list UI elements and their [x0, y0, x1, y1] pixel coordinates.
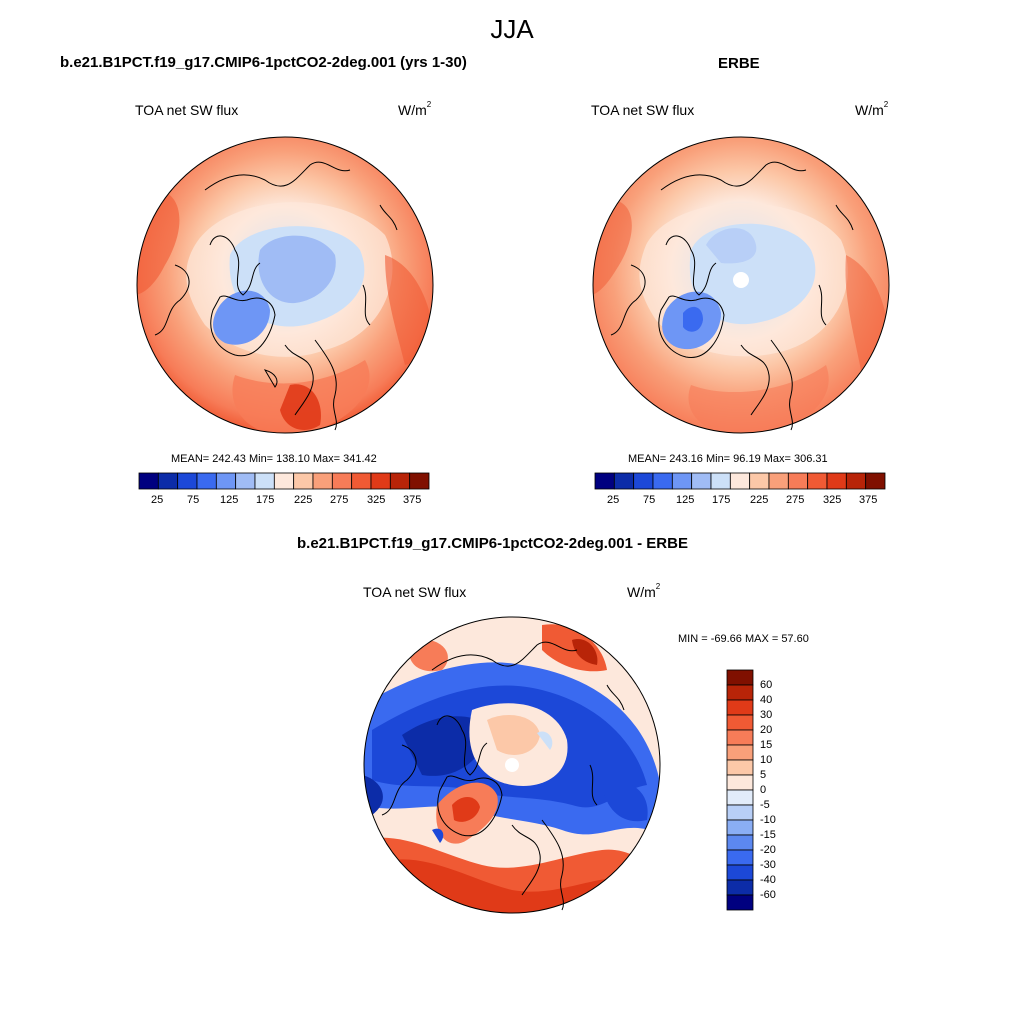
- obs-colorbar-box: [865, 472, 886, 490]
- obs-colorbar-labels: 25 75 125 175 225 275 325 375: [595, 494, 885, 508]
- model-colorbar-tick: 25: [151, 494, 164, 506]
- obs-colorbar-box: [633, 472, 654, 490]
- model-colorbar-box: [138, 472, 159, 490]
- diff-colorbar-box: [726, 669, 754, 686]
- diff-colorbar-box: [726, 894, 754, 911]
- diff-colorbar-tick: 20: [760, 724, 773, 736]
- diff-polar-map: [363, 616, 661, 914]
- diff-colorbar-tick: 15: [760, 739, 773, 751]
- diff-colorbar-box: [726, 699, 754, 716]
- model-colorbar-tick: 275: [330, 494, 349, 506]
- diff-unit-label: W/m2: [627, 582, 661, 600]
- model-colorbar-labels: 25 75 125 175 225 275 325 375: [139, 494, 429, 508]
- obs-colorbar-tick: 225: [750, 494, 769, 506]
- diff-colorbar-box: [726, 684, 754, 701]
- obs-colorbar-tick: 125: [676, 494, 695, 506]
- obs-colorbar-box: [845, 472, 867, 490]
- obs-colorbar-tick: 375: [859, 494, 878, 506]
- diff-panel-title: b.e21.B1PCT.f19_g17.CMIP6-1pctCO2-2deg.0…: [297, 535, 688, 552]
- model-colorbar-box: [409, 472, 430, 490]
- obs-colorbar-tick: 25: [607, 494, 620, 506]
- obs-colorbar-box: [729, 472, 751, 490]
- obs-stats: MEAN= 243.16 Min= 96.19 Max= 306.31: [628, 453, 828, 465]
- model-colorbar-box: [273, 472, 295, 490]
- obs-colorbar-box: [787, 472, 809, 490]
- model-variable-label: TOA net SW flux: [135, 102, 239, 118]
- diff-colorbar-box: [726, 789, 754, 806]
- diff-colorbar-box: [726, 819, 754, 836]
- obs-colorbar-tick: 175: [712, 494, 731, 506]
- diff-colorbar-box: [726, 714, 754, 731]
- model-colorbar-tick: 175: [256, 494, 275, 506]
- model-colorbar: [138, 472, 430, 490]
- obs-colorbar-box: [691, 472, 712, 490]
- obs-polar-map: [592, 136, 890, 434]
- diff-colorbar-tick: -20: [760, 844, 776, 856]
- model-colorbar-box: [331, 472, 353, 490]
- model-polar-map: [136, 136, 434, 434]
- diff-colorbar-box: [726, 729, 754, 746]
- diff-colorbar-box: [726, 759, 754, 776]
- diff-colorbar-box: [726, 804, 754, 821]
- diff-colorbar-box: [726, 834, 754, 851]
- diff-colorbar-tick: 30: [760, 709, 773, 721]
- obs-colorbar-box: [594, 472, 615, 490]
- model-colorbar-tick: 375: [403, 494, 422, 506]
- model-colorbar-box: [312, 472, 333, 490]
- model-colorbar-box: [351, 472, 372, 490]
- diff-variable-label: TOA net SW flux: [363, 584, 467, 600]
- obs-colorbar-tick: 75: [643, 494, 656, 506]
- model-colorbar-tick: 325: [367, 494, 386, 506]
- model-panel-title: b.e21.B1PCT.f19_g17.CMIP6-1pctCO2-2deg.0…: [60, 54, 467, 71]
- obs-colorbar-box: [768, 472, 789, 490]
- obs-colorbar-box: [671, 472, 693, 490]
- model-colorbar-box: [370, 472, 391, 490]
- obs-colorbar: [594, 472, 886, 490]
- diff-colorbar-tick: 10: [760, 754, 773, 766]
- figure-title: JJA: [490, 14, 534, 44]
- diff-colorbar-tick: -5: [760, 799, 770, 811]
- diff-colorbar-box: [726, 774, 754, 791]
- diff-colorbar-tick: -30: [760, 859, 776, 871]
- model-colorbar-tick: 125: [220, 494, 239, 506]
- model-colorbar-box: [196, 472, 217, 490]
- diff-colorbar-tick: 0: [760, 784, 767, 796]
- model-colorbar-tick: 75: [187, 494, 200, 506]
- diff-colorbar-tick: -60: [760, 889, 776, 901]
- model-colorbar-box: [389, 472, 411, 490]
- diff-colorbar-tick: -40: [760, 874, 776, 886]
- model-colorbar-tick: 225: [294, 494, 313, 506]
- model-unit-label: W/m2: [398, 100, 432, 118]
- model-colorbar-box: [235, 472, 256, 490]
- diff-colorbar-box: [726, 849, 754, 866]
- obs-colorbar-box: [749, 472, 770, 490]
- model-colorbar-box: [157, 472, 179, 490]
- obs-unit-label: W/m2: [855, 100, 889, 118]
- diff-colorbar-tick: 60: [760, 679, 773, 691]
- diff-colorbar-box: [726, 879, 754, 896]
- model-colorbar-box: [254, 472, 275, 490]
- diff-colorbar-labels: 60 40 30 20 15 10 5 0 -5 -10 -15 -20 -30…: [760, 670, 800, 910]
- obs-colorbar-box: [826, 472, 847, 490]
- obs-variable-label: TOA net SW flux: [591, 102, 695, 118]
- model-colorbar-box: [293, 472, 314, 490]
- obs-colorbar-box: [613, 472, 635, 490]
- model-colorbar-box: [177, 472, 198, 490]
- diff-colorbar-tick: -15: [760, 829, 776, 841]
- obs-colorbar-box: [652, 472, 673, 490]
- diff-colorbar-box: [726, 744, 754, 761]
- obs-panel-title: ERBE: [718, 55, 760, 72]
- model-colorbar-box: [215, 472, 237, 490]
- obs-colorbar-tick: 275: [786, 494, 805, 506]
- diff-colorbar-tick: -10: [760, 814, 776, 826]
- obs-colorbar-box: [710, 472, 731, 490]
- model-stats: MEAN= 242.43 Min= 138.10 Max= 341.42: [171, 453, 377, 465]
- diff-colorbar-tick: 40: [760, 694, 773, 706]
- obs-colorbar-tick: 325: [823, 494, 842, 506]
- obs-colorbar-box: [807, 472, 828, 490]
- diff-colorbar-box: [726, 864, 754, 881]
- diff-colorbar-tick: 5: [760, 769, 767, 781]
- diff-stats: MIN = -69.66 MAX = 57.60: [678, 633, 809, 645]
- diff-colorbar: [726, 669, 754, 911]
